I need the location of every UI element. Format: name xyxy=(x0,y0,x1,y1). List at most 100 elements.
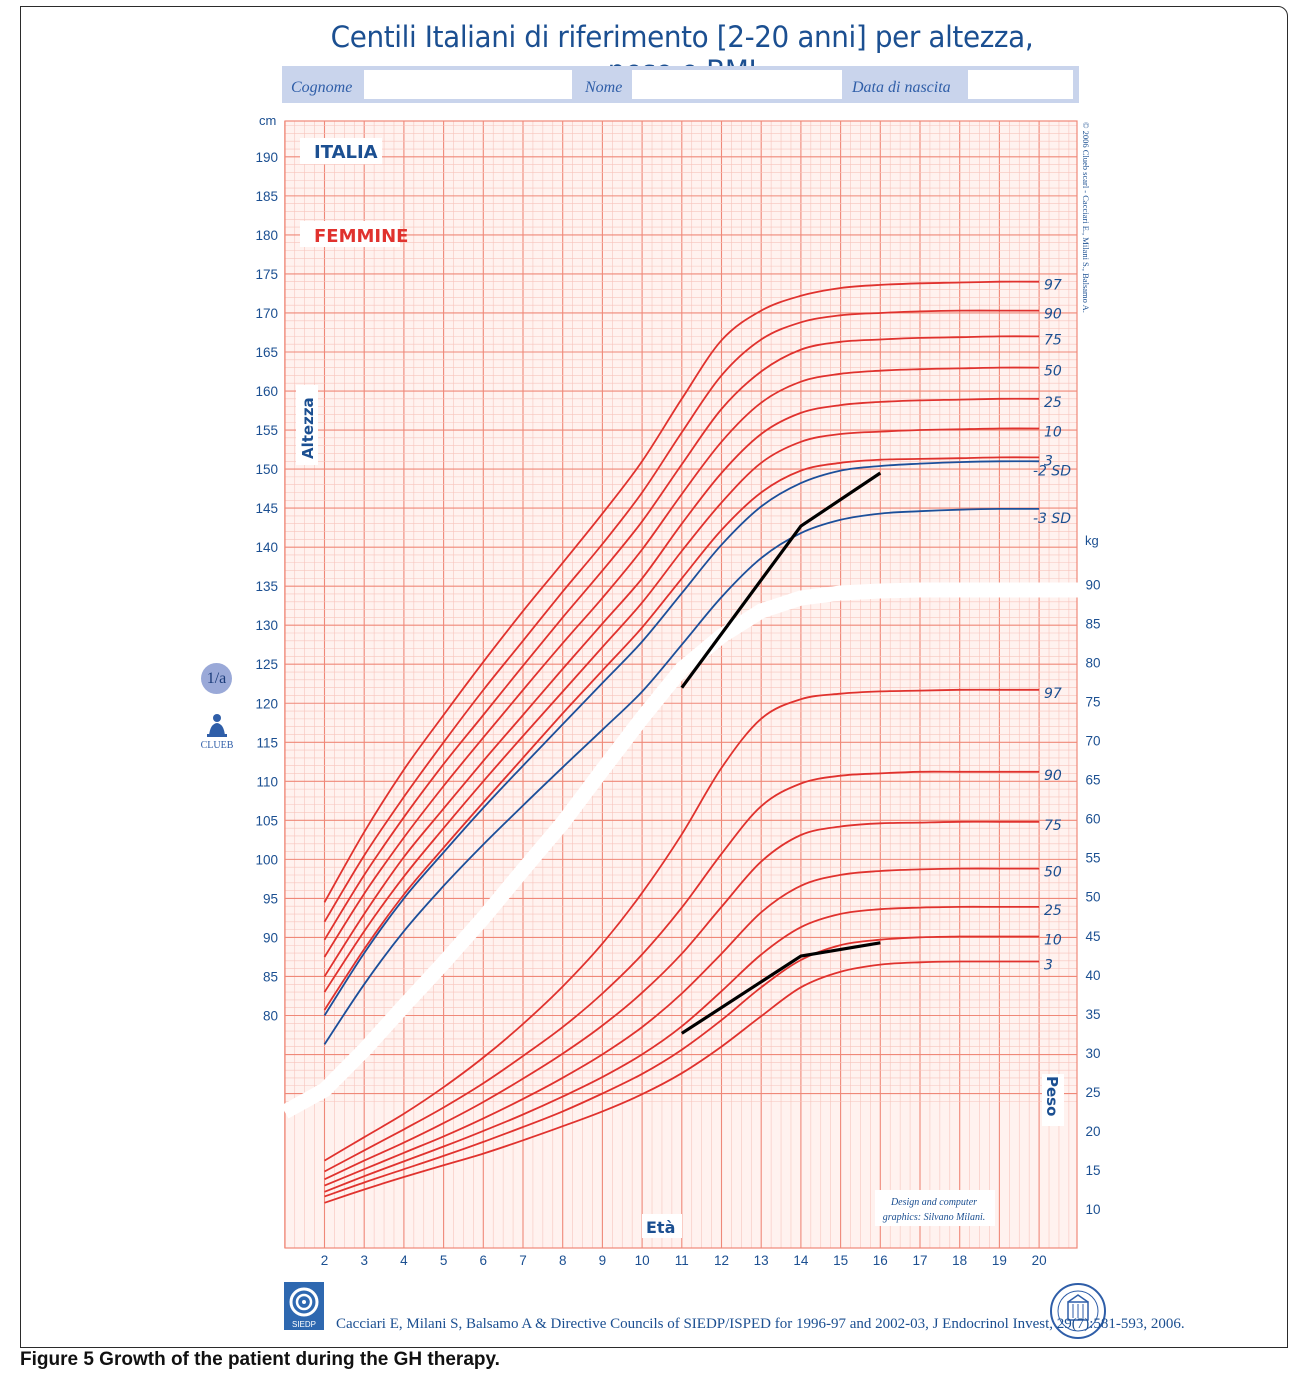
height-tick-label: 160 xyxy=(255,384,278,399)
weight-series-label: 25 xyxy=(1044,903,1062,919)
weight-tick-label: 65 xyxy=(1085,773,1100,788)
kg-unit: kg xyxy=(1085,533,1099,548)
plot-border xyxy=(284,120,1078,1249)
height-tick-label: 145 xyxy=(255,501,278,516)
height-tick-label: 95 xyxy=(263,891,278,906)
weight-tick-label: 35 xyxy=(1085,1007,1100,1022)
height-series-label: -3 SD xyxy=(1033,511,1071,527)
weight-curve-10 xyxy=(324,935,1040,1198)
weight-axis-box xyxy=(1042,1074,1064,1126)
design-credit-1: Design and computer xyxy=(890,1197,977,1208)
age-tick-label: 18 xyxy=(952,1253,967,1268)
siedp-text: SIEDP xyxy=(292,1320,316,1329)
height-series-label: -2 SD xyxy=(1033,463,1071,479)
age-tick-label: 8 xyxy=(559,1253,567,1268)
height-tick-label: 175 xyxy=(255,267,278,282)
height-tick-label: 120 xyxy=(255,696,278,711)
weight-tick-label: 90 xyxy=(1085,577,1100,592)
weight-series-label: 50 xyxy=(1044,865,1062,881)
country-label: ITALIA xyxy=(314,142,378,163)
separator-band xyxy=(281,582,1079,1119)
height-tick-label: 170 xyxy=(255,306,278,321)
figure-caption: Figure 5 Growth of the patient during th… xyxy=(20,1349,500,1370)
weight-curve-75 xyxy=(324,820,1040,1181)
axis-tick-labels: 8085909510010511011512012513013514014515… xyxy=(255,150,1100,1268)
weight-series-label: 90 xyxy=(1044,768,1062,784)
figure-frame xyxy=(20,6,1288,1348)
height-series-label: 10 xyxy=(1044,424,1062,440)
patient-weight-line xyxy=(680,941,881,1035)
height-tick-label: 165 xyxy=(255,345,278,360)
weight-series-label: 3 xyxy=(1044,958,1053,974)
weight-series-label: 75 xyxy=(1044,818,1062,834)
age-axis-box xyxy=(642,1214,682,1238)
weight-tick-label: 60 xyxy=(1085,812,1100,827)
height-series-label: 25 xyxy=(1044,395,1062,411)
height-curve-25 xyxy=(323,397,1040,977)
height-tick-label: 135 xyxy=(255,579,278,594)
weight-tick-label: 80 xyxy=(1085,656,1100,671)
weight-series-label: 10 xyxy=(1044,933,1062,949)
weight-tick-label: 10 xyxy=(1085,1202,1100,1217)
weight-tick-label: 75 xyxy=(1085,695,1100,710)
height-curve-3 xyxy=(323,456,1040,1011)
height-tick-label: 155 xyxy=(255,423,278,438)
height-tick-label: 105 xyxy=(255,813,278,828)
data-nascita-field[interactable] xyxy=(968,70,1073,99)
age-axis-label: Età xyxy=(646,1218,675,1237)
weight-tick-label: 40 xyxy=(1085,968,1100,983)
design-credit-box xyxy=(875,1190,995,1226)
height-series-label: 75 xyxy=(1044,332,1062,348)
age-tick-label: 2 xyxy=(321,1253,329,1268)
age-tick-label: 9 xyxy=(599,1253,607,1268)
height-tick-label: 80 xyxy=(263,1009,278,1024)
height-series-label: 50 xyxy=(1044,364,1062,380)
height-tick-label: 90 xyxy=(263,930,278,945)
age-tick-label: 6 xyxy=(480,1253,488,1268)
page-badge: 1/a xyxy=(201,663,232,694)
height-series-label: 3 xyxy=(1044,453,1053,469)
height-series-label: 97 xyxy=(1044,278,1062,294)
weight-tick-label: 45 xyxy=(1085,929,1100,944)
weight-tick-label: 50 xyxy=(1085,890,1100,905)
height-tick-label: 115 xyxy=(256,735,278,750)
age-tick-label: 16 xyxy=(873,1253,888,1268)
height-tick-label: 130 xyxy=(255,618,278,633)
height-tick-label: 150 xyxy=(255,462,278,477)
cognome-label: Cognome xyxy=(291,79,352,96)
age-tick-label: 19 xyxy=(992,1253,1007,1268)
weight-curves xyxy=(324,688,1040,1204)
height-curves xyxy=(323,280,1040,1045)
age-tick-label: 17 xyxy=(912,1253,927,1268)
sex-label: FEMMINE xyxy=(314,226,408,247)
clueb-text: CLUEB xyxy=(201,740,234,750)
height-curve-75 xyxy=(323,335,1040,941)
weight-curve-90 xyxy=(324,770,1040,1173)
weight-tick-label: 70 xyxy=(1085,734,1100,749)
patient-lines xyxy=(680,471,882,1035)
plot-area xyxy=(285,121,1077,1248)
age-tick-label: 20 xyxy=(1032,1253,1047,1268)
height-curve-10 xyxy=(323,427,1040,993)
nome-field[interactable] xyxy=(632,70,842,99)
height-curve--3sd xyxy=(323,507,1040,1045)
weight-curve-25 xyxy=(324,905,1040,1193)
clueb-logo-icon: CLUEB xyxy=(201,714,234,750)
height-curve-90 xyxy=(323,309,1040,923)
weight-curve-50 xyxy=(324,867,1040,1187)
sex-box xyxy=(300,221,400,247)
cognome-field[interactable] xyxy=(364,70,572,99)
separator-band-path xyxy=(281,582,1079,1119)
data-nascita-label: Data di nascita xyxy=(851,79,951,96)
country-box xyxy=(300,138,382,164)
weight-axis-label: Peso xyxy=(1043,1076,1061,1116)
cm-unit: cm xyxy=(259,113,276,128)
weight-curve-3 xyxy=(324,960,1040,1204)
height-series-label: 90 xyxy=(1044,307,1062,323)
siedp-logo-icon: SIEDP xyxy=(284,1282,324,1330)
height-tick-label: 185 xyxy=(255,189,278,204)
age-tick-label: 3 xyxy=(360,1253,368,1268)
height-curve--2sd xyxy=(323,460,1040,1016)
weight-tick-label: 55 xyxy=(1085,851,1100,866)
